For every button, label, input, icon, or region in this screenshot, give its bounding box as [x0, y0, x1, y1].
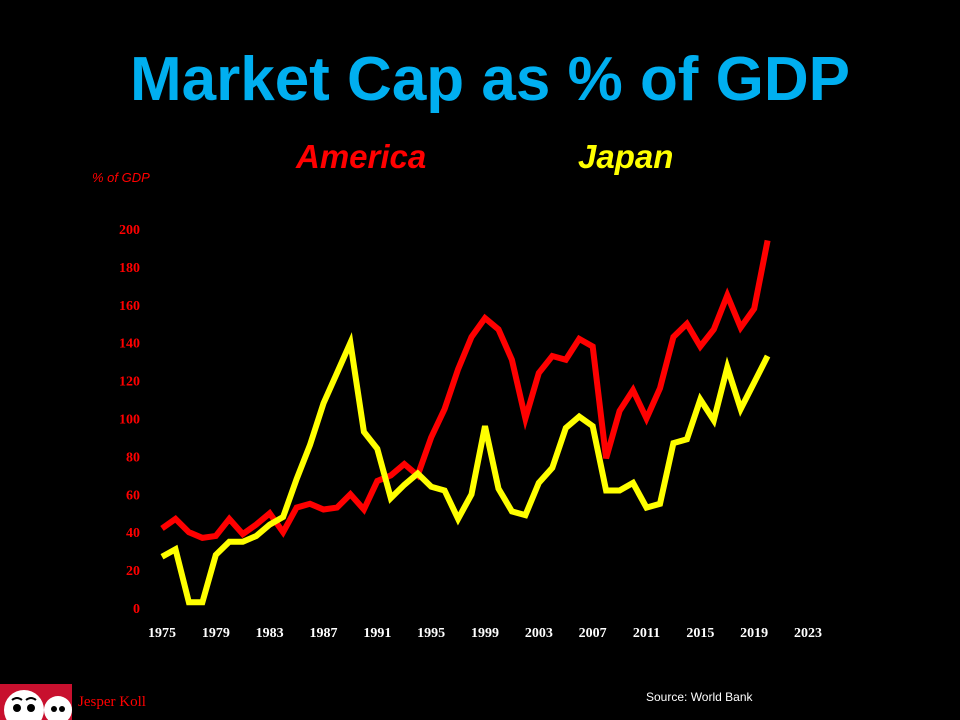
y-tick-label: 60 [126, 488, 140, 503]
x-tick-label: 2007 [579, 626, 607, 641]
x-tick-label: 1991 [363, 626, 391, 641]
series-line-japan [160, 332, 771, 606]
x-tick-label: 2019 [740, 626, 768, 641]
y-tick-label: 40 [126, 526, 140, 541]
y-tick-label: 200 [119, 223, 140, 238]
x-tick-label: 1999 [471, 626, 499, 641]
y-tick-label: 0 [133, 602, 140, 617]
x-tick-label: 2015 [686, 626, 714, 641]
y-tick-label: 180 [119, 261, 140, 276]
y-tick-label: 160 [119, 299, 140, 314]
x-axis-ticks: 1975 1979 1983 1987 1991 1995 1999 2003 2007 2011… [148, 626, 822, 641]
x-tick-label: 2011 [633, 626, 660, 641]
y-axis-label: % of GDP [92, 170, 150, 185]
source-note: Source: World Bank [646, 690, 753, 704]
legend-japan: Japan [578, 138, 674, 175]
x-tick-label: 1987 [310, 626, 338, 641]
x-tick-label: 1979 [202, 626, 230, 641]
y-tick-label: 20 [126, 564, 140, 579]
legend-america: America [296, 138, 427, 175]
y-tick-label: 140 [119, 337, 140, 352]
y-tick-label: 120 [119, 375, 140, 390]
chart-title: Market Cap as % of GDP [129, 45, 851, 114]
x-tick-label: 1975 [148, 626, 176, 641]
series-lines [160, 239, 771, 606]
author-name: Jesper Koll [78, 694, 146, 710]
daruma-icon [0, 684, 72, 720]
series-line-america [160, 239, 771, 541]
y-tick-label: 100 [119, 413, 140, 428]
x-tick-label: 2023 [794, 626, 822, 641]
y-tick-label: 80 [126, 450, 140, 465]
x-tick-label: 1983 [256, 626, 284, 641]
y-axis-ticks: 0 20 40 60 80 100 120 140 160 180 200 [119, 223, 140, 617]
x-tick-label: 1995 [417, 626, 445, 641]
x-tick-label: 2003 [525, 626, 553, 641]
